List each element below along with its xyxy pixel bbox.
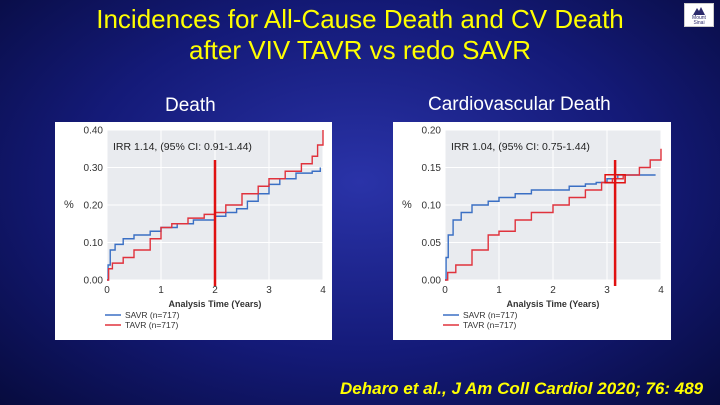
y-tick-label: 0.10 [422, 201, 442, 212]
slide-title: Incidences for All-Cause Death and CV De… [0, 4, 720, 66]
legend-label-tavr: TAVR (n=717) [463, 320, 516, 330]
x-tick-label: 2 [212, 285, 218, 296]
mountain-icon [693, 7, 705, 15]
y-tick-label: 0.20 [422, 126, 442, 137]
logo-text-1: Mount [692, 15, 706, 21]
chart-cv-death: 0.00 0.05 0.10 0.15 0.20 0 1 2 3 4 Analysis Time (… [402, 126, 664, 331]
y-tick-label: 0.00 [84, 276, 104, 287]
y-tick-label: 0.40 [84, 126, 104, 137]
title-line-2: after VIV TAVR vs redo SAVR [189, 35, 531, 65]
red-marker-box [604, 174, 626, 184]
x-tick-label: 1 [158, 285, 164, 296]
x-tick-label: 0 [104, 285, 110, 296]
logo-text-2: Sinai [693, 20, 705, 26]
chart-death: 0.00 0.10 0.20 0.30 0.40 0 1 2 3 4 Analysis Time (… [64, 126, 326, 331]
y-tick-label: 0.10 [84, 238, 104, 249]
y-tick-label: 0.15 [422, 163, 442, 174]
x-tick-label: 0 [442, 285, 448, 296]
mount-sinai-logo: Mount Sinai [684, 3, 714, 27]
series-line-tavr [445, 148, 662, 281]
x-tick-label: 1 [496, 285, 502, 296]
chart-heading-death: Death [165, 95, 216, 116]
legend-label-savr: SAVR (n=717) [125, 310, 180, 320]
irr-annotation: IRR 1.04, (95% CI: 0.75-1.44) [451, 141, 590, 153]
y-tick-label: 0.20 [84, 201, 104, 212]
y-tick-label: 0.05 [422, 238, 442, 249]
y-tick-label: 0.00 [422, 276, 442, 287]
x-tick-label: 3 [604, 285, 610, 296]
y-tick-label: 0.30 [84, 163, 104, 174]
x-tick-label: 4 [658, 285, 664, 296]
legend-label-tavr: TAVR (n=717) [125, 320, 178, 330]
y-axis-label: % [402, 199, 412, 211]
chart-panel-cv-death: 0.00 0.05 0.10 0.15 0.20 0 1 2 3 4 Analysis Time (… [393, 122, 671, 340]
citation: Deharo et al., J Am Coll Cardiol 2020; 7… [340, 379, 704, 398]
x-tick-label: 2 [550, 285, 556, 296]
legend-label-savr: SAVR (n=717) [463, 310, 518, 320]
chart-heading-cv-death: Cardiovascular Death [428, 94, 611, 115]
irr-annotation: IRR 1.14, (95% CI: 0.91-1.44) [113, 141, 252, 153]
x-tick-label: 3 [266, 285, 272, 296]
x-axis-label: Analysis Time (Years) [507, 299, 600, 309]
x-tick-label: 4 [320, 285, 326, 296]
y-axis-label: % [64, 199, 74, 211]
x-axis-label: Analysis Time (Years) [169, 299, 262, 309]
chart-panel-death: 0.00 0.10 0.20 0.30 0.40 0 1 2 3 4 Analysis Time (… [55, 122, 332, 340]
title-line-1: Incidences for All-Cause Death and CV De… [96, 4, 624, 34]
